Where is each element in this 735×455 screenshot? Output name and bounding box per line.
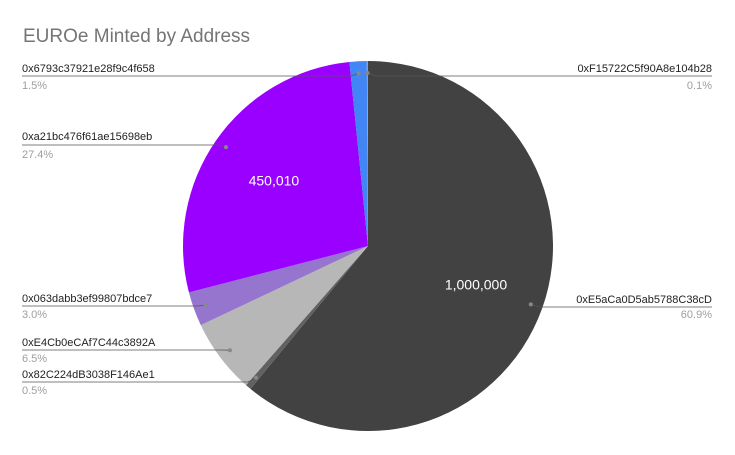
- leader-line: [367, 72, 712, 77]
- slice-value-label: 450,010: [249, 172, 300, 188]
- slice-percent-label: 0.5%: [22, 385, 47, 397]
- slice-name-label: 0xE4Cb0eCAf7C44c3892A: [22, 337, 156, 349]
- slice-name-label: 0x82C224dB3038F146Ae1: [22, 369, 155, 381]
- leader-dot: [203, 303, 208, 307]
- slice-labels: 0xE5aCa0D5ab5788C38cD 60.9% 1,000,000 0x82C…: [22, 63, 712, 397]
- pie-slice: [366, 60, 368, 246]
- leader-line: [22, 377, 257, 383]
- pie-slice: [349, 61, 368, 246]
- slice-value-label: 1,000,000: [445, 277, 507, 293]
- leader-lines: [22, 71, 712, 383]
- slice-percent-label: 3.0%: [22, 309, 47, 321]
- leader-line: [22, 304, 206, 307]
- slice-percent-label: 1.5%: [22, 80, 47, 92]
- pie-slices: [183, 60, 554, 432]
- leader-dot: [356, 71, 361, 76]
- leader-dot: [224, 145, 228, 150]
- slice-percent-label: 0.1%: [687, 80, 712, 92]
- leader-dot: [365, 71, 370, 75]
- leader-line: [22, 144, 227, 148]
- chart-title: EUROe Minted by Address: [23, 26, 250, 47]
- pie-slice: [250, 61, 554, 432]
- slice-percent-label: 27.4%: [22, 149, 53, 161]
- pie-slice: [188, 246, 368, 326]
- leader-dot: [227, 348, 232, 353]
- slice-name-label: 0xF15722C5f90A8e104b28: [577, 63, 712, 75]
- pie-slice: [183, 61, 368, 293]
- slice-name-label: 0xa21bc476f61ae15698eb: [22, 131, 152, 143]
- leader-line: [530, 304, 712, 308]
- leader-line: [22, 72, 359, 77]
- pie-slice: [246, 246, 368, 389]
- slice-name-label: 0x6793c37921e28f9c4f658: [22, 63, 155, 75]
- leader-dot: [254, 375, 258, 380]
- slice-name-label: 0x063dabb3ef99807bdce7: [22, 293, 152, 305]
- slice-percent-label: 6.5%: [22, 353, 47, 365]
- pie-slice: [200, 246, 368, 386]
- slice-name-label: 0xE5aCa0D5ab5788C38cD: [576, 294, 712, 306]
- slice-percent-label: 60.9%: [681, 309, 712, 321]
- leader-dot: [528, 302, 533, 307]
